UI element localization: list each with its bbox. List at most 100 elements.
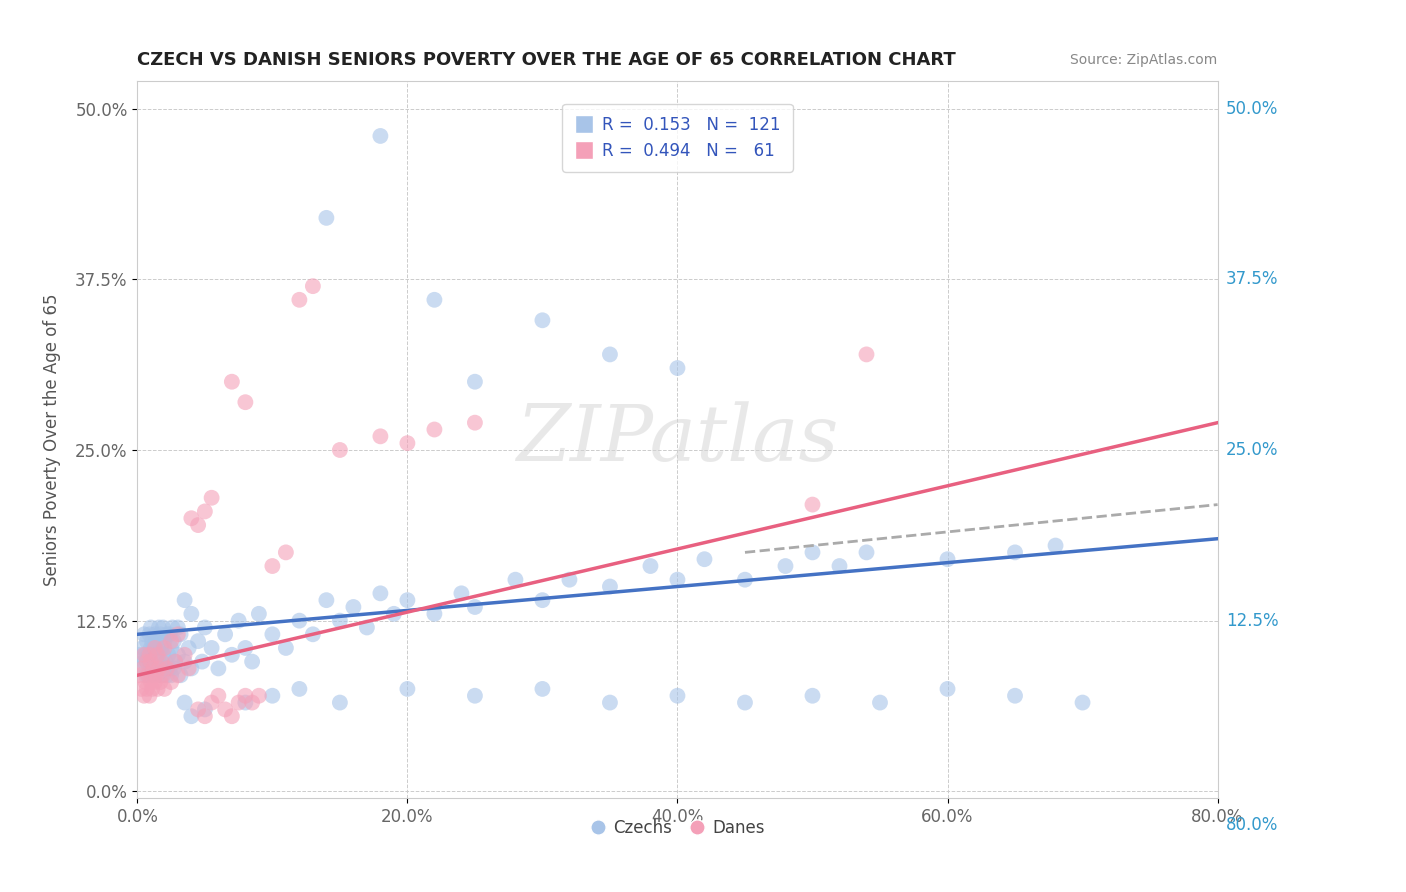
Point [693,552,716,566]
Legend: Czechs, Danes: Czechs, Danes [583,813,772,844]
Point [167,648,190,662]
Point [156,661,179,675]
Point [235,689,257,703]
Point [149,627,172,641]
Point [167,668,190,682]
Point [274,545,297,559]
Point [342,599,364,614]
Point [302,627,325,641]
Point [150,640,173,655]
Point [142,661,165,675]
Point [855,347,877,361]
Point [155,655,177,669]
Point [153,661,176,675]
Text: CZECH VS DANISH SENIORS POVERTY OVER THE AGE OF 65 CORRELATION CHART: CZECH VS DANISH SENIORS POVERTY OVER THE… [138,51,956,69]
Point [828,559,851,574]
Point [505,573,527,587]
Point [136,668,159,682]
Point [146,648,169,662]
Point [599,347,621,361]
Point [132,627,155,641]
Point [423,423,446,437]
Point [160,675,183,690]
Point [165,655,187,669]
Point [801,689,824,703]
Point [396,436,419,450]
Point [173,655,195,669]
Point [370,586,392,600]
Point [165,655,187,669]
Point [1071,696,1094,710]
Point [464,375,486,389]
Point [135,634,157,648]
Point [235,395,257,409]
Point [599,580,621,594]
Point [145,661,167,675]
Point [235,696,257,710]
Point [207,689,229,703]
Point [288,681,311,696]
Point [162,620,184,634]
Point [666,573,689,587]
Point [288,293,311,307]
Point [201,491,224,505]
Point [153,681,176,696]
Point [801,498,824,512]
Point [134,668,156,682]
Point [423,293,446,307]
Point [235,640,257,655]
Point [869,696,891,710]
Point [228,614,250,628]
Point [129,668,152,682]
Point [138,648,160,662]
Point [160,640,183,655]
Point [464,599,486,614]
Point [599,696,621,710]
Point [288,614,311,628]
Point [139,640,162,655]
Point [138,655,160,669]
Point [153,634,176,648]
Point [143,675,166,690]
Point [167,620,190,634]
Point [149,661,172,675]
Point [558,573,581,587]
Point [129,648,152,662]
Point [640,559,662,574]
Point [194,702,217,716]
Point [240,696,263,710]
Point [464,689,486,703]
Point [464,416,486,430]
Point [142,640,165,655]
Point [180,607,202,621]
Point [156,627,179,641]
Point [262,689,284,703]
Point [141,661,163,675]
Point [666,361,689,376]
Point [180,511,202,525]
Text: 12.5%: 12.5% [1226,612,1278,630]
Text: 37.5%: 37.5% [1226,270,1278,288]
Point [173,648,195,662]
Point [148,661,170,675]
Point [187,518,209,533]
Point [315,211,337,225]
Point [163,661,186,675]
Point [201,640,224,655]
Point [450,586,472,600]
Point [370,429,392,443]
Point [135,655,157,669]
Point [936,552,959,566]
Point [531,313,554,327]
Point [1004,689,1026,703]
Point [177,640,200,655]
Point [187,634,209,648]
Point [329,442,352,457]
Point [136,668,159,682]
Point [152,648,174,662]
Point [152,620,174,634]
Point [159,627,181,641]
Point [936,681,959,696]
Point [207,661,229,675]
Point [143,627,166,641]
